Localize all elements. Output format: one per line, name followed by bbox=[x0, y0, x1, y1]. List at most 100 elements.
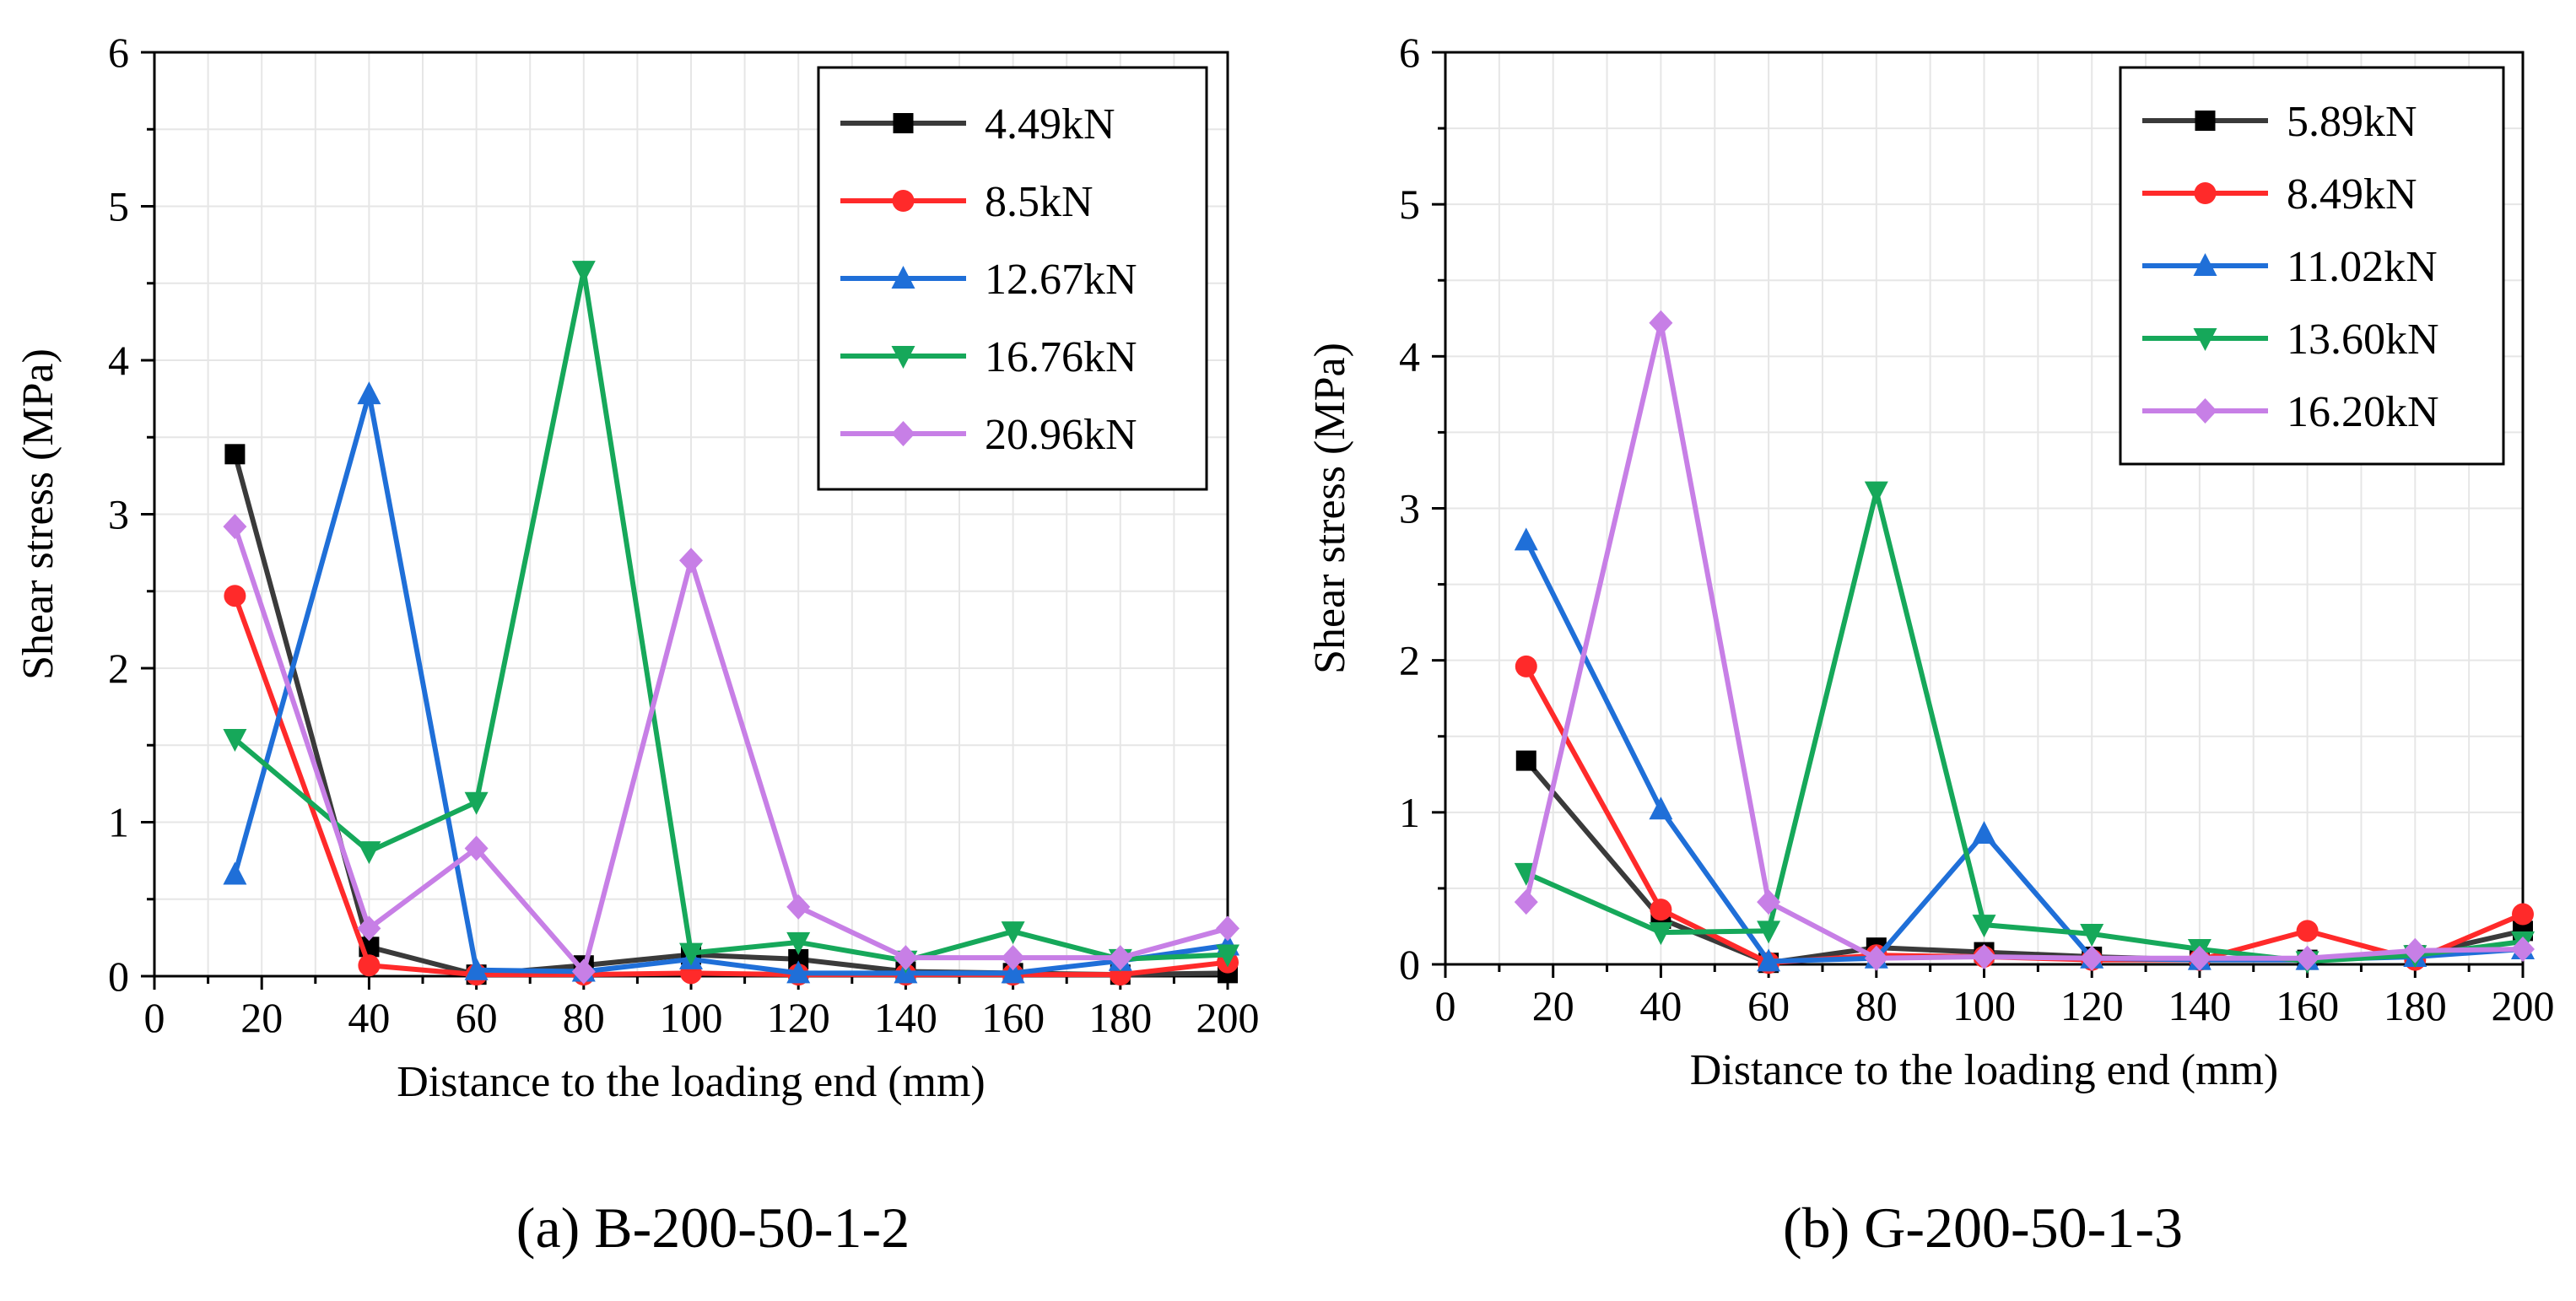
legend-label: 4.49kN bbox=[985, 100, 1115, 148]
data-point bbox=[1864, 481, 1888, 505]
series-line bbox=[1525, 489, 2524, 964]
data-point bbox=[1649, 310, 1673, 336]
y-tick-label: 4 bbox=[1399, 332, 1420, 380]
legend-swatch-marker bbox=[2193, 328, 2217, 351]
legend-swatch-marker bbox=[2194, 182, 2217, 204]
legend: 4.49kN 8.5kN 12.67kN 16.76kN 20.96kN bbox=[817, 66, 1208, 491]
data-point bbox=[2080, 923, 2104, 947]
data-point bbox=[1001, 945, 1025, 971]
data-point bbox=[894, 945, 918, 971]
series-line bbox=[233, 268, 1229, 964]
data-point bbox=[1515, 750, 1536, 771]
legend-label: 8.49kN bbox=[2287, 170, 2417, 219]
data-point bbox=[1972, 821, 1996, 845]
data-point bbox=[2512, 903, 2534, 926]
data-point bbox=[1972, 915, 1996, 938]
data-point bbox=[358, 954, 381, 977]
legend-label: 11.02kN bbox=[2287, 243, 2438, 291]
data-point bbox=[2403, 937, 2427, 964]
y-tick-label: 1 bbox=[108, 799, 129, 846]
data-point bbox=[786, 960, 811, 984]
legend-swatch-marker bbox=[891, 421, 915, 446]
y-tick-label: 2 bbox=[1399, 637, 1420, 684]
data-point bbox=[1514, 889, 1538, 915]
x-tick-label: 0 bbox=[1435, 982, 1456, 1029]
x-tick-label: 100 bbox=[660, 994, 723, 1041]
x-tick-label: 140 bbox=[2168, 982, 2231, 1029]
data-point bbox=[2295, 945, 2319, 971]
data-point bbox=[1108, 945, 1132, 971]
data-point bbox=[1515, 655, 1537, 677]
series-16.20kN bbox=[1514, 310, 2535, 971]
legend-swatch-marker bbox=[2193, 253, 2217, 276]
data-point bbox=[679, 942, 703, 966]
series-line bbox=[1524, 538, 2524, 964]
data-point bbox=[1001, 960, 1025, 984]
data-point bbox=[357, 841, 381, 865]
data-point bbox=[464, 957, 489, 980]
data-point bbox=[357, 915, 381, 942]
data-point bbox=[1757, 920, 1781, 944]
y-tick-label: 3 bbox=[108, 491, 129, 538]
y-tick-label: 2 bbox=[108, 645, 129, 692]
x-tick-label: 100 bbox=[1952, 982, 2016, 1029]
panel-caption: (b) G-200-50-1-3 bbox=[1783, 1196, 2183, 1260]
data-point bbox=[357, 381, 381, 405]
legend-label: 16.76kN bbox=[985, 333, 1137, 381]
y-tick-label: 4 bbox=[108, 337, 129, 384]
legend-label: 12.67kN bbox=[985, 256, 1137, 304]
legend-label: 16.20kN bbox=[2287, 388, 2439, 436]
series-13.60kN bbox=[1514, 481, 2535, 974]
data-point bbox=[464, 791, 489, 815]
data-point bbox=[2296, 920, 2319, 942]
series-line bbox=[1523, 320, 2524, 961]
x-tick-label: 160 bbox=[981, 994, 1045, 1041]
chart-panel-a: 0 20 40 60 80 100 120 140 160 180 200 0 1 2 3 4 5 6 Distan… bbox=[14, 29, 1260, 1260]
data-point bbox=[223, 861, 247, 885]
data-point bbox=[1514, 527, 1538, 551]
x-tick-label: 40 bbox=[348, 994, 390, 1041]
legend-swatch-marker bbox=[891, 346, 915, 369]
data-point bbox=[1649, 922, 1673, 946]
data-point bbox=[679, 548, 703, 574]
y-tick-label: 0 bbox=[108, 953, 129, 1000]
x-tick-label: 20 bbox=[240, 994, 283, 1041]
y-tick-label: 6 bbox=[1399, 29, 1420, 76]
data-point bbox=[464, 835, 489, 861]
y-tick-label: 6 bbox=[108, 29, 129, 76]
data-point bbox=[2080, 945, 2104, 971]
series-4.49kN bbox=[224, 444, 1238, 985]
data-point bbox=[223, 514, 247, 540]
x-axis-title: Distance to the loading end (mm) bbox=[397, 1058, 985, 1106]
legend-label: 8.5kN bbox=[985, 178, 1094, 226]
x-tick-label: 0 bbox=[144, 994, 165, 1041]
chart-panel-b: 0 20 40 60 80 100 120 140 160 180 200 0 1 2 3 4 5 6 Distan… bbox=[1306, 29, 2555, 1260]
series-line bbox=[232, 526, 1229, 974]
x-axis-title: Distance to the loading end (mm) bbox=[1690, 1046, 2278, 1094]
series-line bbox=[232, 453, 1229, 978]
legend-label: 13.60kN bbox=[2287, 316, 2439, 364]
x-tick-label: 60 bbox=[1747, 982, 1790, 1029]
data-point bbox=[2187, 945, 2211, 971]
x-tick-label: 200 bbox=[1196, 994, 1260, 1041]
data-point bbox=[223, 728, 247, 752]
y-tick-label: 3 bbox=[1399, 485, 1420, 532]
data-point bbox=[1864, 945, 1888, 971]
x-tick-label: 60 bbox=[456, 994, 498, 1041]
legend-swatch-marker bbox=[892, 190, 915, 212]
x-tick-label: 140 bbox=[874, 994, 937, 1041]
data-point bbox=[571, 261, 596, 284]
y-axis-title: Shear stress (MPa) bbox=[1306, 343, 1354, 674]
x-tick-label: 80 bbox=[1855, 982, 1898, 1029]
data-point bbox=[1650, 899, 1672, 921]
x-tick-label: 40 bbox=[1639, 982, 1682, 1029]
legend-label: 5.89kN bbox=[2287, 98, 2417, 146]
series-line bbox=[232, 595, 1229, 978]
data-point bbox=[786, 893, 811, 920]
data-point bbox=[1972, 943, 1996, 969]
legend-swatch-marker bbox=[2193, 398, 2217, 424]
data-point bbox=[571, 958, 596, 985]
y-axis-title: Shear stress (MPa) bbox=[14, 348, 62, 680]
data-point bbox=[1757, 948, 1781, 972]
x-tick-label: 180 bbox=[2384, 982, 2447, 1029]
